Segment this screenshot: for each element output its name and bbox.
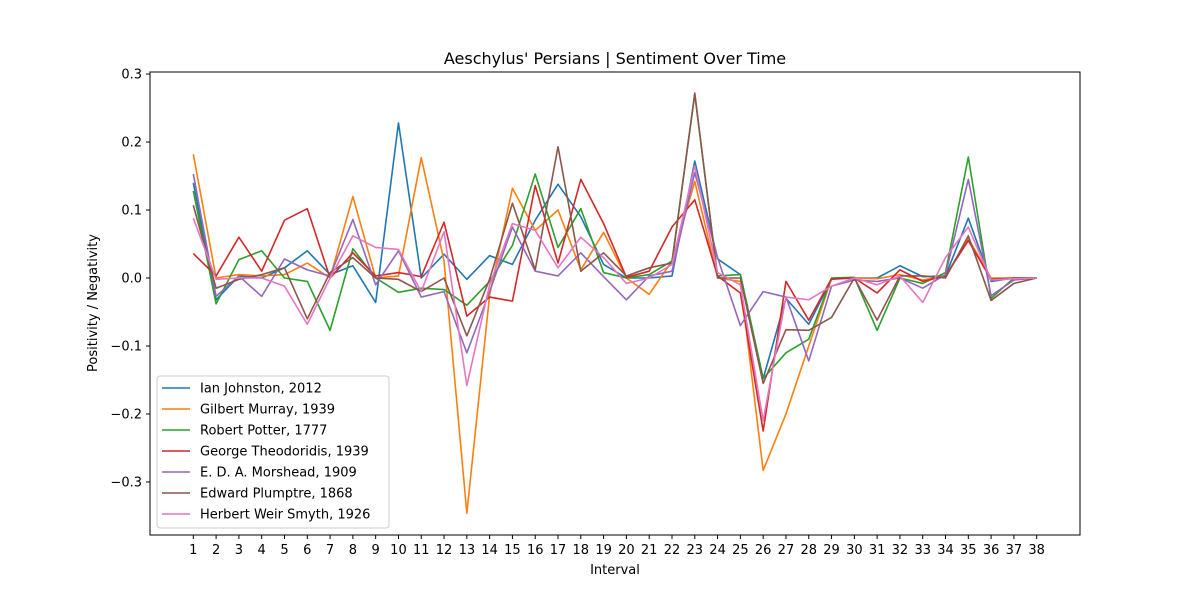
x-tick-label: 10 (390, 543, 407, 558)
x-tick-label: 13 (459, 543, 476, 558)
x-tick-label: 9 (372, 543, 380, 558)
x-tick-label: 15 (504, 543, 521, 558)
legend-box (156, 375, 390, 529)
x-tick-label: 26 (755, 543, 772, 558)
legend: Ian Johnston, 2012 Gilbert Murray, 1939 Ro… (156, 375, 390, 529)
x-tick-label: 8 (349, 543, 357, 558)
x-tick-label: 27 (778, 543, 795, 558)
plot-area-frame (149, 71, 1081, 536)
y-tick-label: 0.2 (121, 136, 142, 151)
legend-label: Gilbert Murray, 1939 (200, 403, 335, 418)
x-tick-label: 29 (823, 543, 840, 558)
x-tick-label: 30 (846, 543, 863, 558)
y-tick-label: −0.1 (110, 339, 142, 354)
x-tick-label: 31 (869, 543, 886, 558)
x-tick-label: 32 (892, 543, 909, 558)
x-tick-label: 37 (1006, 543, 1023, 558)
x-tick-label: 12 (436, 543, 453, 558)
legend-label: Edward Plumptre, 1868 (200, 487, 353, 502)
x-tick-label: 20 (618, 543, 635, 558)
legend-label: George Theodoridis, 1939 (200, 445, 369, 460)
legend-label: Ian Johnston, 2012 (200, 382, 322, 397)
x-tick-label: 17 (550, 543, 567, 558)
x-tick-label: 6 (303, 543, 311, 558)
x-tick-label: 11 (413, 543, 430, 558)
x-tick-label: 34 (937, 543, 954, 558)
series-line-5 (192, 171, 1037, 362)
x-tick-label: 18 (573, 543, 590, 558)
legend-label: E. D. A. Morshead, 1909 (200, 466, 357, 481)
x-tick-label: 36 (983, 543, 1000, 558)
x-tick-label: 33 (914, 543, 931, 558)
x-tick-label: 4 (258, 543, 266, 558)
x-tick-label: 19 (595, 543, 612, 558)
x-axis-label: Interval (590, 563, 640, 578)
x-tick-label: 7 (326, 543, 334, 558)
x-tick-label: 35 (960, 543, 977, 558)
legend-label: Herbert Weir Smyth, 1926 (200, 508, 370, 523)
series-line-4 (192, 178, 1037, 432)
series-line-7 (192, 165, 1037, 422)
x-tick-label: 22 (664, 543, 681, 558)
y-tick-label: 0.1 (121, 204, 142, 219)
y-tick-label: 0.3 (121, 68, 142, 83)
y-tick-label: −0.2 (110, 407, 142, 422)
y-axis-label: Positivity / Negativity (86, 234, 101, 372)
x-tick-label: 14 (481, 543, 498, 558)
x-tick-label: 38 (1028, 543, 1045, 558)
x-tick-label: 1 (189, 543, 197, 558)
x-tick-label: 21 (641, 543, 658, 558)
chart-title: Aeschylus' Persians | Sentiment Over Tim… (444, 49, 786, 68)
y-axis-ticks: −0.3 −0.2 −0.1 0.0 0.1 0.2 0.3 (110, 68, 150, 490)
series-line-2 (192, 154, 1037, 515)
y-tick-label: −0.3 (110, 475, 142, 490)
x-tick-label: 2 (212, 543, 220, 558)
x-axis-ticks: 1 2 3 4 5 6 7 8 9 10 11 12 13 14 15 16 17 18 19 20 21 22 23 24 2… (189, 535, 1045, 558)
x-tick-label: 23 (687, 543, 704, 558)
series-line-3 (192, 93, 1037, 380)
y-tick-label: 0.0 (121, 272, 142, 287)
x-tick-label: 16 (527, 543, 544, 558)
legend-label: Robert Potter, 1777 (200, 424, 327, 439)
x-tick-label: 3 (235, 543, 243, 558)
x-tick-label: 24 (709, 543, 726, 558)
series-lines (192, 92, 1037, 515)
x-tick-label: 28 (800, 543, 817, 558)
x-tick-label: 25 (732, 543, 749, 558)
x-tick-label: 5 (280, 543, 288, 558)
